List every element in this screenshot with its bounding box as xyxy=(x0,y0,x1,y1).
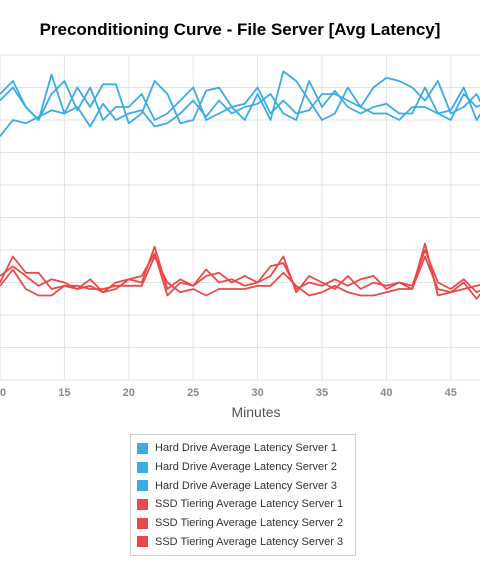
grid-lines xyxy=(0,54,480,381)
legend-item[interactable]: SSD Tiering Average Latency Server 1 xyxy=(131,495,355,514)
x-tick-label: 15 xyxy=(58,387,70,399)
legend-swatch xyxy=(137,461,148,473)
series-line xyxy=(0,80,480,121)
series-line xyxy=(0,70,480,125)
legend-label: Hard Drive Average Latency Server 1 xyxy=(155,442,337,455)
x-tick-label: 45 xyxy=(445,387,457,399)
legend-item[interactable]: SSD Tiering Average Latency Server 2 xyxy=(131,514,355,533)
legend-swatch xyxy=(137,517,148,529)
legend-label: SSD Tiering Average Latency Server 2 xyxy=(155,517,344,530)
legend: Hard Drive Average Latency Server 1 Hard … xyxy=(130,434,356,557)
x-tick-labels: 10 15 20 25 30 35 40 45 xyxy=(0,387,457,399)
legend-swatch xyxy=(137,442,148,454)
legend-item[interactable]: Hard Drive Average Latency Server 1 xyxy=(131,439,355,458)
x-tick-label: 20 xyxy=(123,387,135,399)
x-tick-label: 25 xyxy=(187,387,199,399)
legend-item[interactable]: Hard Drive Average Latency Server 3 xyxy=(131,476,355,495)
series-line xyxy=(0,255,480,297)
legend-label: Hard Drive Average Latency Server 3 xyxy=(155,479,337,492)
legend-label: SSD Tiering Average Latency Server 3 xyxy=(155,535,344,548)
x-axis-label: Minutes xyxy=(231,404,280,420)
legend-swatch xyxy=(137,480,148,492)
series-line xyxy=(0,80,480,137)
legend-item[interactable]: SSD Tiering Average Latency Server 3 xyxy=(131,532,355,551)
legend-swatch xyxy=(137,498,148,510)
x-tick-label: 30 xyxy=(251,387,263,399)
x-tick-label: 35 xyxy=(316,387,328,399)
chart-title: Preconditioning Curve - File Server [Avg… xyxy=(39,20,441,39)
legend-swatch xyxy=(137,536,148,548)
x-tick-label: 40 xyxy=(380,387,392,399)
chart-area: 10 15 20 25 30 35 40 45 Minutes xyxy=(0,54,480,420)
series-lines xyxy=(0,70,480,300)
series-line xyxy=(0,249,480,297)
legend-label: Hard Drive Average Latency Server 2 xyxy=(155,461,337,474)
legend-item[interactable]: Hard Drive Average Latency Server 2 xyxy=(131,458,355,477)
series-line xyxy=(0,242,480,300)
x-tick-label: 10 xyxy=(0,387,6,399)
legend-label: SSD Tiering Average Latency Server 1 xyxy=(155,498,344,511)
